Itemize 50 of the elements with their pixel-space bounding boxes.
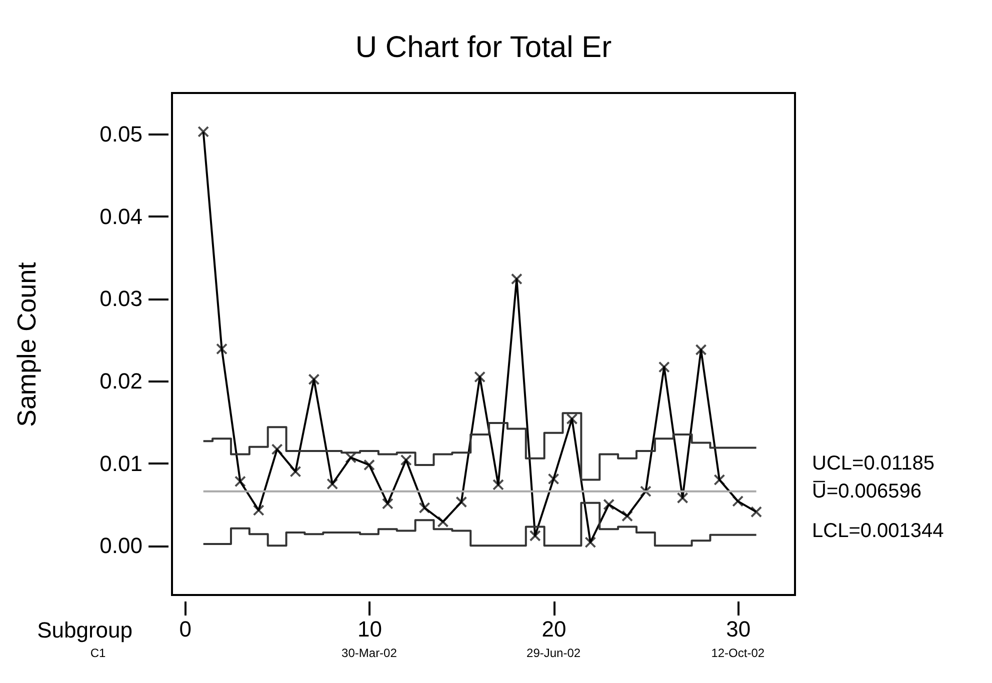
point	[363, 459, 375, 471]
point	[714, 474, 726, 486]
point	[234, 476, 246, 488]
x-tick-label: 20	[542, 616, 566, 642]
point	[308, 374, 320, 386]
point	[198, 126, 210, 138]
text: UCL=0.01185	[812, 452, 934, 475]
point	[492, 478, 504, 490]
point	[326, 478, 338, 490]
y-tick-label: 0.04	[100, 204, 142, 229]
point	[658, 361, 670, 373]
x-tick-label: 10	[357, 616, 382, 642]
x-tick-label: 30	[726, 616, 751, 642]
point	[622, 510, 634, 522]
point	[382, 498, 394, 510]
point	[529, 530, 541, 542]
point	[290, 466, 302, 478]
text: 12-Oct-02	[711, 646, 765, 660]
point	[271, 444, 283, 456]
x-axis-title: Subgroup	[37, 618, 132, 642]
point	[640, 486, 652, 498]
point	[400, 454, 412, 466]
x-tick-label: 0	[179, 616, 192, 642]
point	[418, 502, 430, 514]
point	[584, 536, 596, 548]
text: 30-Mar-02	[342, 646, 398, 660]
point	[695, 344, 707, 356]
point	[566, 413, 578, 425]
point	[437, 516, 449, 528]
point	[474, 371, 486, 383]
point	[456, 496, 468, 508]
point	[732, 495, 744, 507]
y-tick-label: 0.01	[100, 450, 142, 476]
y-tick-label: 0.00	[100, 533, 142, 558]
point	[216, 343, 228, 355]
point	[750, 506, 762, 518]
point	[252, 504, 264, 516]
chart-title: U Chart for Total Er	[355, 31, 612, 64]
text: C1	[90, 646, 106, 660]
text: 29-Jun-02	[526, 646, 581, 660]
y-tick-label: 0.03	[100, 286, 142, 312]
point	[676, 492, 688, 504]
point	[510, 273, 522, 285]
y-tick-label: 0.02	[100, 368, 142, 394]
text: LCL=0.001344	[812, 520, 944, 542]
y-axis-title: Sample Count	[12, 261, 42, 427]
point	[548, 473, 560, 485]
y-tick-label: 0.05	[100, 122, 142, 147]
ref-line-label: U̅=0.006596	[812, 480, 922, 502]
point	[603, 498, 615, 510]
